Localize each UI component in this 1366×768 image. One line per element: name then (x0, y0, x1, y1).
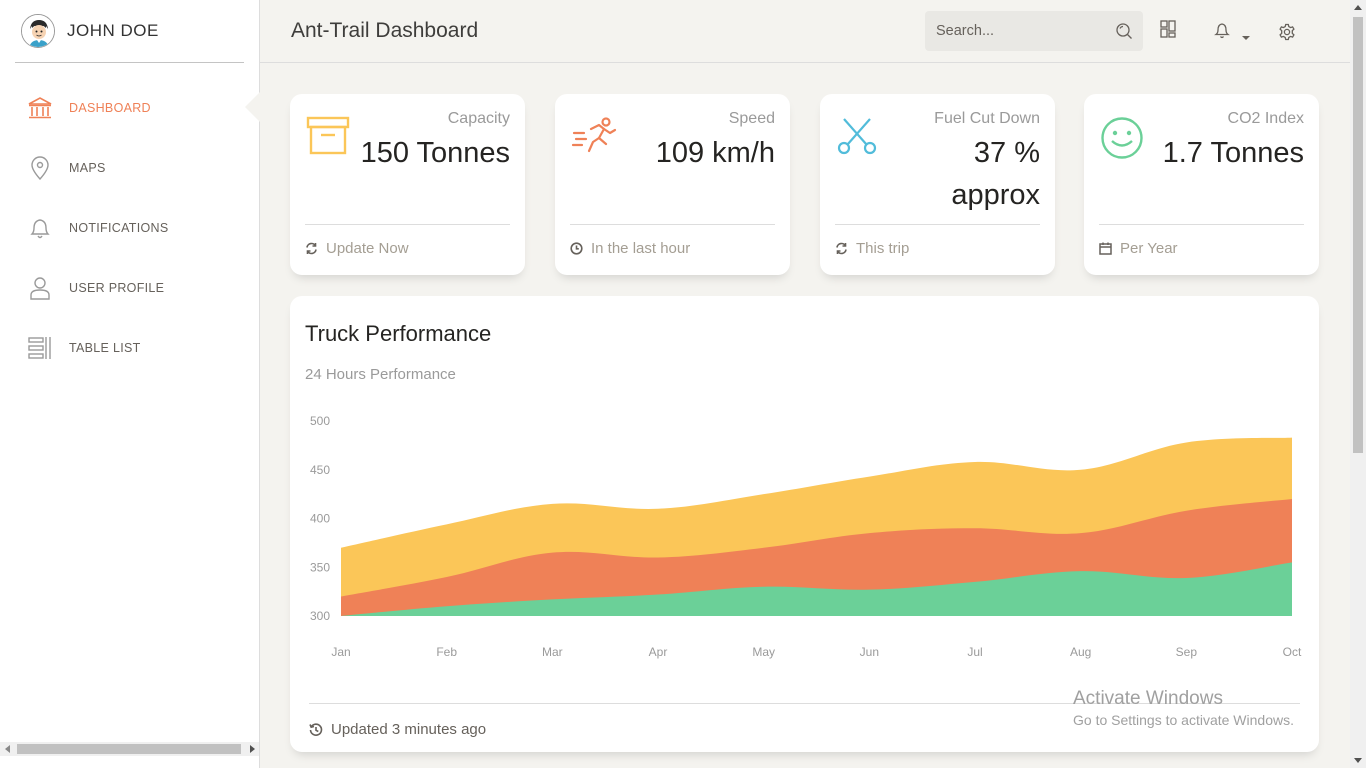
stat-category: Capacity (447, 110, 510, 127)
stat-value: 109 km/h (655, 137, 775, 169)
x-tick-label: Apr (649, 645, 668, 659)
bell-icon (27, 215, 53, 241)
x-tick-label: Feb (436, 645, 457, 659)
chevron-down-icon[interactable] (1241, 28, 1251, 46)
avatar[interactable] (21, 14, 55, 48)
search-box[interactable] (925, 11, 1143, 51)
chart-footer-text: Updated 3 minutes ago (331, 721, 487, 738)
x-tick-label: Aug (1070, 645, 1091, 659)
y-tick-label: 300 (310, 609, 330, 623)
user-icon (27, 275, 53, 301)
stat-footer[interactable]: Per Year (1099, 240, 1178, 257)
x-tick-label: Jul (967, 645, 982, 659)
active-indicator (245, 92, 260, 122)
stat-card-capacity: Capacity 150 Tonnes Update Now (290, 94, 525, 275)
history-icon (309, 722, 323, 737)
sidebar-item-table-list[interactable]: TABLE LIST (0, 318, 259, 378)
vertical-scrollbar[interactable] (1350, 0, 1366, 768)
divider (570, 224, 775, 225)
sidebar: JOHN DOE DASHBOARD MAPS (0, 0, 260, 768)
stat-footer-text: This trip (856, 240, 910, 257)
divider (1099, 224, 1304, 225)
divider (835, 224, 1040, 225)
performance-chart: 300 350 400 450 500 Jan Feb Mar Apr May Jun Jul Aug S… (310, 414, 1302, 659)
bank-icon (27, 95, 53, 121)
calendar-icon (1099, 242, 1112, 255)
stat-card-fuel: Fuel Cut Down 37 % approx This trip (820, 94, 1055, 275)
stat-category: Fuel Cut Down (934, 110, 1040, 127)
sidebar-item-maps[interactable]: MAPS (0, 138, 259, 198)
refresh-icon (305, 242, 318, 255)
scroll-left-icon[interactable] (5, 745, 10, 753)
watermark-subtitle: Go to Settings to activate Windows. (1073, 712, 1294, 728)
sidebar-brand[interactable]: JOHN DOE (15, 0, 244, 63)
watermark-title: Activate Windows (1073, 688, 1223, 709)
stat-footer-text: Per Year (1120, 240, 1178, 257)
sidebar-item-label: NOTIFICATIONS (69, 221, 169, 235)
search-icon[interactable] (1115, 22, 1133, 45)
sidebar-item-label: MAPS (69, 161, 106, 175)
pin-icon (27, 155, 53, 181)
scroll-thumb[interactable] (1353, 17, 1363, 453)
smile-icon (1100, 116, 1144, 165)
x-tick-label: Jan (331, 645, 350, 659)
stat-card-co2: CO2 Index 1.7 Tonnes Per Year (1084, 94, 1319, 275)
refresh-icon (835, 242, 848, 255)
chart-footer: Updated 3 minutes ago (309, 721, 486, 738)
scroll-thumb[interactable] (17, 744, 241, 754)
stat-footer[interactable]: In the last hour (570, 240, 690, 257)
page-title: Ant-Trail Dashboard (291, 19, 479, 42)
y-tick-label: 500 (310, 414, 330, 428)
divider (309, 703, 1300, 704)
scissors-icon (836, 116, 878, 161)
stat-category: CO2 Index (1227, 110, 1304, 127)
x-tick-label: Mar (542, 645, 563, 659)
user-name: JOHN DOE (67, 21, 159, 40)
sidebar-item-notifications[interactable]: NOTIFICATIONS (0, 198, 259, 258)
truck-performance-card: Truck Performance 24 Hours Performance 3… (290, 296, 1319, 752)
archive-icon (306, 116, 350, 161)
stat-footer-text: In the last hour (591, 240, 691, 257)
layout-icon[interactable] (1160, 20, 1176, 43)
chart-title: Truck Performance (305, 321, 492, 346)
notifications-bell-icon[interactable] (1213, 21, 1231, 44)
activation-watermark: Activate Windows Go to Settings to activ… (1073, 688, 1294, 728)
sidebar-item-label: USER PROFILE (69, 281, 165, 295)
scroll-up-icon[interactable] (1354, 5, 1362, 10)
stat-value: 37 % approx (951, 137, 1040, 211)
stat-card-speed: Speed 109 km/h In the last hour (555, 94, 790, 275)
stat-footer[interactable]: Update Now (305, 240, 409, 257)
horizontal-scrollbar[interactable] (0, 742, 259, 756)
x-tick-label: Sep (1176, 645, 1198, 659)
x-tick-label: May (752, 645, 775, 659)
x-tick-label: Oct (1283, 645, 1302, 659)
stat-value: 150 Tonnes (360, 137, 510, 169)
top-navbar: Ant-Trail Dashboard (260, 0, 1350, 63)
running-icon (571, 116, 617, 161)
y-tick-label: 450 (310, 463, 330, 477)
stat-footer[interactable]: This trip (835, 240, 909, 257)
sidebar-item-user-profile[interactable]: USER PROFILE (0, 258, 259, 318)
scroll-down-icon[interactable] (1354, 758, 1362, 763)
sidebar-item-label: TABLE LIST (69, 341, 141, 355)
sidebar-nav: DASHBOARD MAPS NOTIFICATIONS (0, 78, 259, 378)
stat-footer-text: Update Now (326, 240, 409, 257)
stat-category: Speed (728, 110, 775, 127)
area-series-1[interactable] (341, 562, 1292, 616)
sidebar-item-dashboard[interactable]: DASHBOARD (0, 78, 259, 138)
list-icon (27, 335, 53, 361)
sidebar-item-label: DASHBOARD (69, 101, 151, 115)
y-tick-label: 350 (310, 560, 330, 574)
y-tick-label: 400 (310, 512, 330, 526)
chart-subtitle: 24 Hours Performance (305, 366, 456, 383)
divider (305, 224, 510, 225)
clock-icon (570, 242, 583, 255)
gear-icon[interactable] (1278, 23, 1296, 46)
x-tick-label: Jun (860, 645, 879, 659)
stat-value: 1.7 Tonnes (1162, 137, 1304, 169)
scroll-right-icon[interactable] (250, 745, 255, 753)
search-input[interactable] (925, 23, 1105, 39)
